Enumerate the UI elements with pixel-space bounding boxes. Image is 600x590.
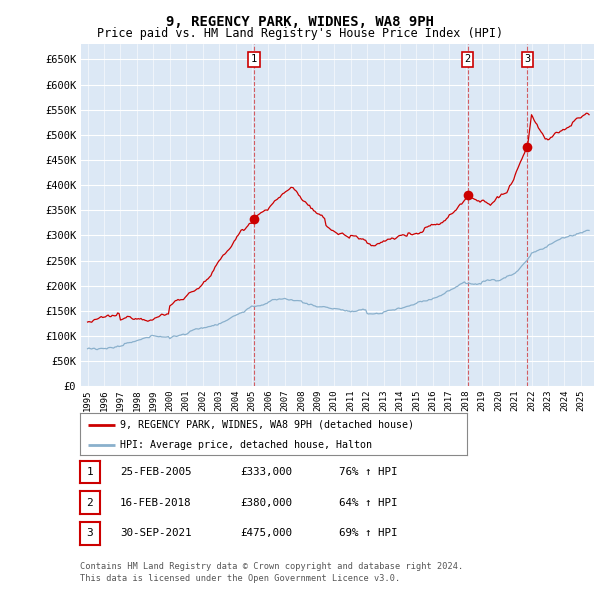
Text: 76% ↑ HPI: 76% ↑ HPI xyxy=(339,467,397,477)
Text: £475,000: £475,000 xyxy=(240,529,292,538)
Text: Price paid vs. HM Land Registry's House Price Index (HPI): Price paid vs. HM Land Registry's House … xyxy=(97,27,503,40)
Text: 69% ↑ HPI: 69% ↑ HPI xyxy=(339,529,397,538)
Text: £333,000: £333,000 xyxy=(240,467,292,477)
Text: £380,000: £380,000 xyxy=(240,498,292,507)
Text: 25-FEB-2005: 25-FEB-2005 xyxy=(120,467,191,477)
Text: 30-SEP-2021: 30-SEP-2021 xyxy=(120,529,191,538)
Text: 2: 2 xyxy=(86,498,93,507)
Text: 1: 1 xyxy=(251,54,257,64)
Text: 3: 3 xyxy=(86,529,93,538)
Text: 3: 3 xyxy=(524,54,530,64)
Text: 1: 1 xyxy=(86,467,93,477)
Text: 64% ↑ HPI: 64% ↑ HPI xyxy=(339,498,397,507)
Text: 9, REGENCY PARK, WIDNES, WA8 9PH (detached house): 9, REGENCY PARK, WIDNES, WA8 9PH (detach… xyxy=(121,420,415,430)
Text: 16-FEB-2018: 16-FEB-2018 xyxy=(120,498,191,507)
Text: 2: 2 xyxy=(464,54,471,64)
Text: HPI: Average price, detached house, Halton: HPI: Average price, detached house, Halt… xyxy=(121,440,373,450)
Text: 9, REGENCY PARK, WIDNES, WA8 9PH: 9, REGENCY PARK, WIDNES, WA8 9PH xyxy=(166,15,434,29)
Text: Contains HM Land Registry data © Crown copyright and database right 2024.
This d: Contains HM Land Registry data © Crown c… xyxy=(80,562,463,583)
